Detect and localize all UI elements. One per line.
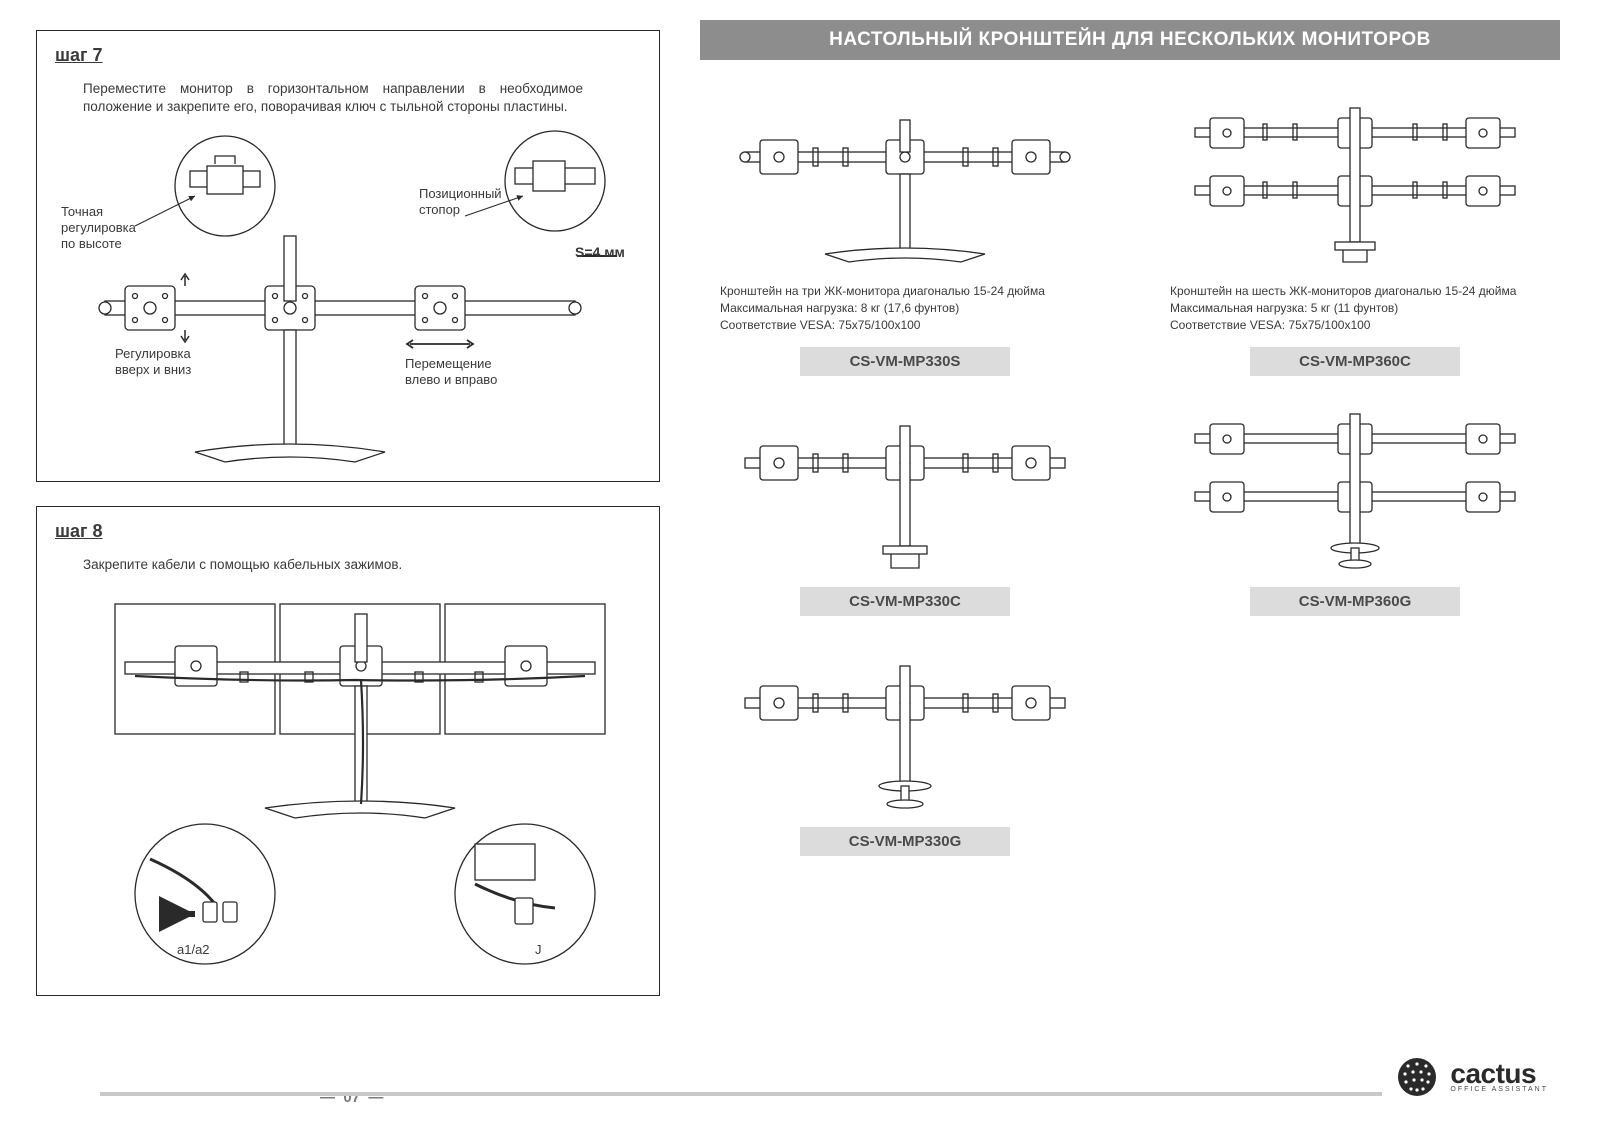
step7-box: шаг 7 Переместите монитор в горизонтальн… [36, 30, 660, 482]
product-mp360c: Кронштейн на шесть ЖК-мониторов диагонал… [1150, 100, 1560, 376]
step7-title: шаг 7 [55, 45, 641, 66]
product-mp330g-label: CS-VM-MP330G [800, 827, 1010, 856]
step8-label-a: a1/a2 [177, 942, 210, 958]
product-mp360g: CS-VM-MP360G [1150, 406, 1560, 616]
product-mp330c-label: CS-VM-MP330C [800, 587, 1010, 616]
brand-logo: cactus OFFICE ASSISTANT [1382, 1056, 1548, 1098]
logo-tagline: OFFICE ASSISTANT [1450, 1086, 1548, 1093]
step7-label-precise: Точная регулировка по высоте [61, 204, 136, 251]
catalog-header: НАСТОЛЬНЫЙ КРОНШТЕЙН ДЛЯ НЕСКОЛЬКИХ МОНИ… [700, 20, 1560, 60]
step7-label-leftright: Перемещение влево и вправо [405, 356, 497, 387]
step8-diagram: a1/a2 J [55, 584, 641, 984]
product-mp360g-diagram [1150, 406, 1560, 581]
step8-svg [55, 584, 655, 984]
product-mp360g-label: CS-VM-MP360G [1250, 587, 1460, 616]
product-mp330s-diagram [700, 100, 1110, 275]
step8-box: шаг 8 Закрепите кабели с помощью кабельн… [36, 506, 660, 996]
step8-title: шаг 8 [55, 521, 641, 542]
step8-text: Закрепите кабели с помощью кабельных заж… [83, 556, 641, 574]
step7-diagram: Точная регулировка по высоте Позиционный… [55, 126, 641, 476]
logo-name: cactus [1450, 1061, 1548, 1086]
step7-label-stopper: Позиционный стопор [419, 186, 502, 217]
product-mp330g-diagram [700, 646, 1110, 821]
step7-dimension: S=4 мм [575, 244, 625, 261]
step7-svg [55, 126, 655, 476]
step7-text: Переместите монитор в горизонтальном нап… [83, 80, 583, 116]
step8-label-j: J [535, 942, 542, 958]
product-mp360c-label: CS-VM-MP360C [1250, 347, 1460, 376]
footer-rule [100, 1092, 1450, 1096]
product-mp330s-specs: Кронштейн на три ЖК-монитора диагональю … [700, 283, 1045, 333]
cactus-logo-icon [1396, 1056, 1438, 1098]
product-mp330c-diagram [700, 406, 1110, 581]
product-mp330g: CS-VM-MP330G [700, 646, 1110, 856]
product-mp360c-diagram [1150, 100, 1560, 275]
product-mp330c: CS-VM-MP330C [700, 406, 1110, 616]
product-mp330s: Кронштейн на три ЖК-монитора диагональю … [700, 100, 1110, 376]
step7-label-updown: Регулировка вверх и вниз [115, 346, 191, 377]
product-mp360c-specs: Кронштейн на шесть ЖК-мониторов диагонал… [1150, 283, 1516, 333]
product-grid: Кронштейн на три ЖК-монитора диагональю … [700, 100, 1560, 856]
product-mp330s-label: CS-VM-MP330S [800, 347, 1010, 376]
